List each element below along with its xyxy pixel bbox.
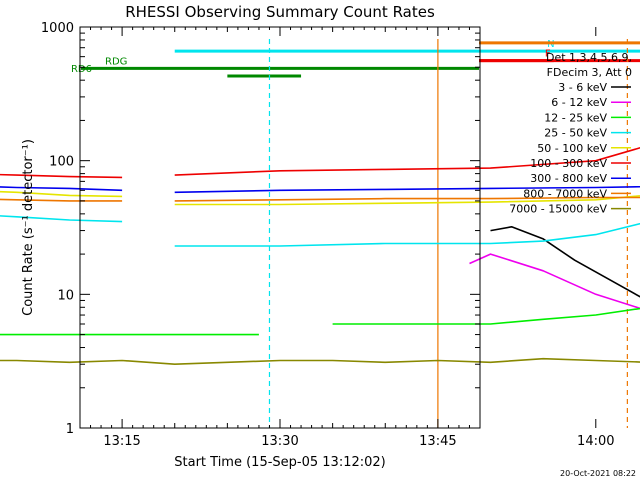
legend-entry-label: 800 - 7000 keV bbox=[523, 187, 607, 200]
legend-entry-label: 7000 - 15000 keV bbox=[509, 203, 607, 216]
series-line bbox=[469, 253, 640, 310]
series-line bbox=[174, 196, 640, 202]
x-tick-label: 14:00 bbox=[577, 434, 614, 449]
series-line bbox=[174, 222, 640, 247]
x-tick-label: 13:45 bbox=[419, 434, 456, 449]
series-line bbox=[0, 215, 123, 223]
series-line bbox=[0, 190, 123, 198]
series-line bbox=[490, 226, 640, 298]
x-tick-label: 13:30 bbox=[261, 434, 298, 449]
legend-header-line-1: Det 1,3,4,5,6,9, bbox=[546, 51, 632, 64]
night-boundaries bbox=[268, 39, 628, 428]
flag-label: RDG bbox=[105, 56, 127, 67]
flags-layer: NFSRDGRD6 bbox=[71, 39, 640, 78]
x-tick-label: 13:15 bbox=[103, 434, 140, 449]
series-line bbox=[332, 307, 640, 325]
y-tick-label: 100 bbox=[49, 155, 74, 170]
y-tick-label: 1000 bbox=[41, 21, 74, 36]
plot-frame bbox=[79, 26, 481, 429]
flag-label: F bbox=[545, 49, 551, 60]
chart-title: RHESSI Observing Summary Count Rates bbox=[125, 3, 435, 21]
legend-entry-label: 12 - 25 keV bbox=[544, 111, 607, 124]
series-line bbox=[174, 185, 640, 194]
x-axis-label: Start Time (15-Sep-05 13:12:02) bbox=[174, 455, 385, 470]
y-tick-label: 1 bbox=[66, 422, 74, 437]
y-axis-label: Count Rate (s⁻¹ detector⁻¹) bbox=[21, 139, 36, 316]
series-line bbox=[0, 173, 123, 179]
legend-entry-label: 6 - 12 keV bbox=[551, 96, 607, 109]
legend-entry-label: 3 - 6 keV bbox=[558, 81, 607, 94]
legend-entry-label: 300 - 800 keV bbox=[530, 172, 607, 185]
footer-date: 20-Oct-2021 08:22 bbox=[560, 469, 636, 478]
legend-entry-label: 25 - 50 keV bbox=[544, 127, 607, 140]
flag-label: N bbox=[547, 39, 554, 50]
y-axis: 1 10 100 1000 bbox=[41, 21, 480, 437]
legend-header-line-2: FDecim 3, Att 0 bbox=[547, 66, 632, 79]
legend-entry-label: 50 - 100 keV bbox=[537, 142, 607, 155]
legend-entry-label: 100 - 300 keV bbox=[530, 157, 607, 170]
series-layer bbox=[0, 147, 640, 366]
series-line bbox=[174, 147, 640, 176]
y-tick-label: 10 bbox=[57, 288, 74, 303]
series-line bbox=[0, 186, 123, 192]
flag-label: RD6 bbox=[71, 64, 92, 75]
series-line bbox=[0, 357, 640, 366]
legend: Det 1,3,4,5,6,9, FDecim 3, Att 0 3 - 6 k… bbox=[509, 51, 632, 216]
series-line bbox=[174, 195, 640, 206]
series-line bbox=[0, 198, 123, 202]
